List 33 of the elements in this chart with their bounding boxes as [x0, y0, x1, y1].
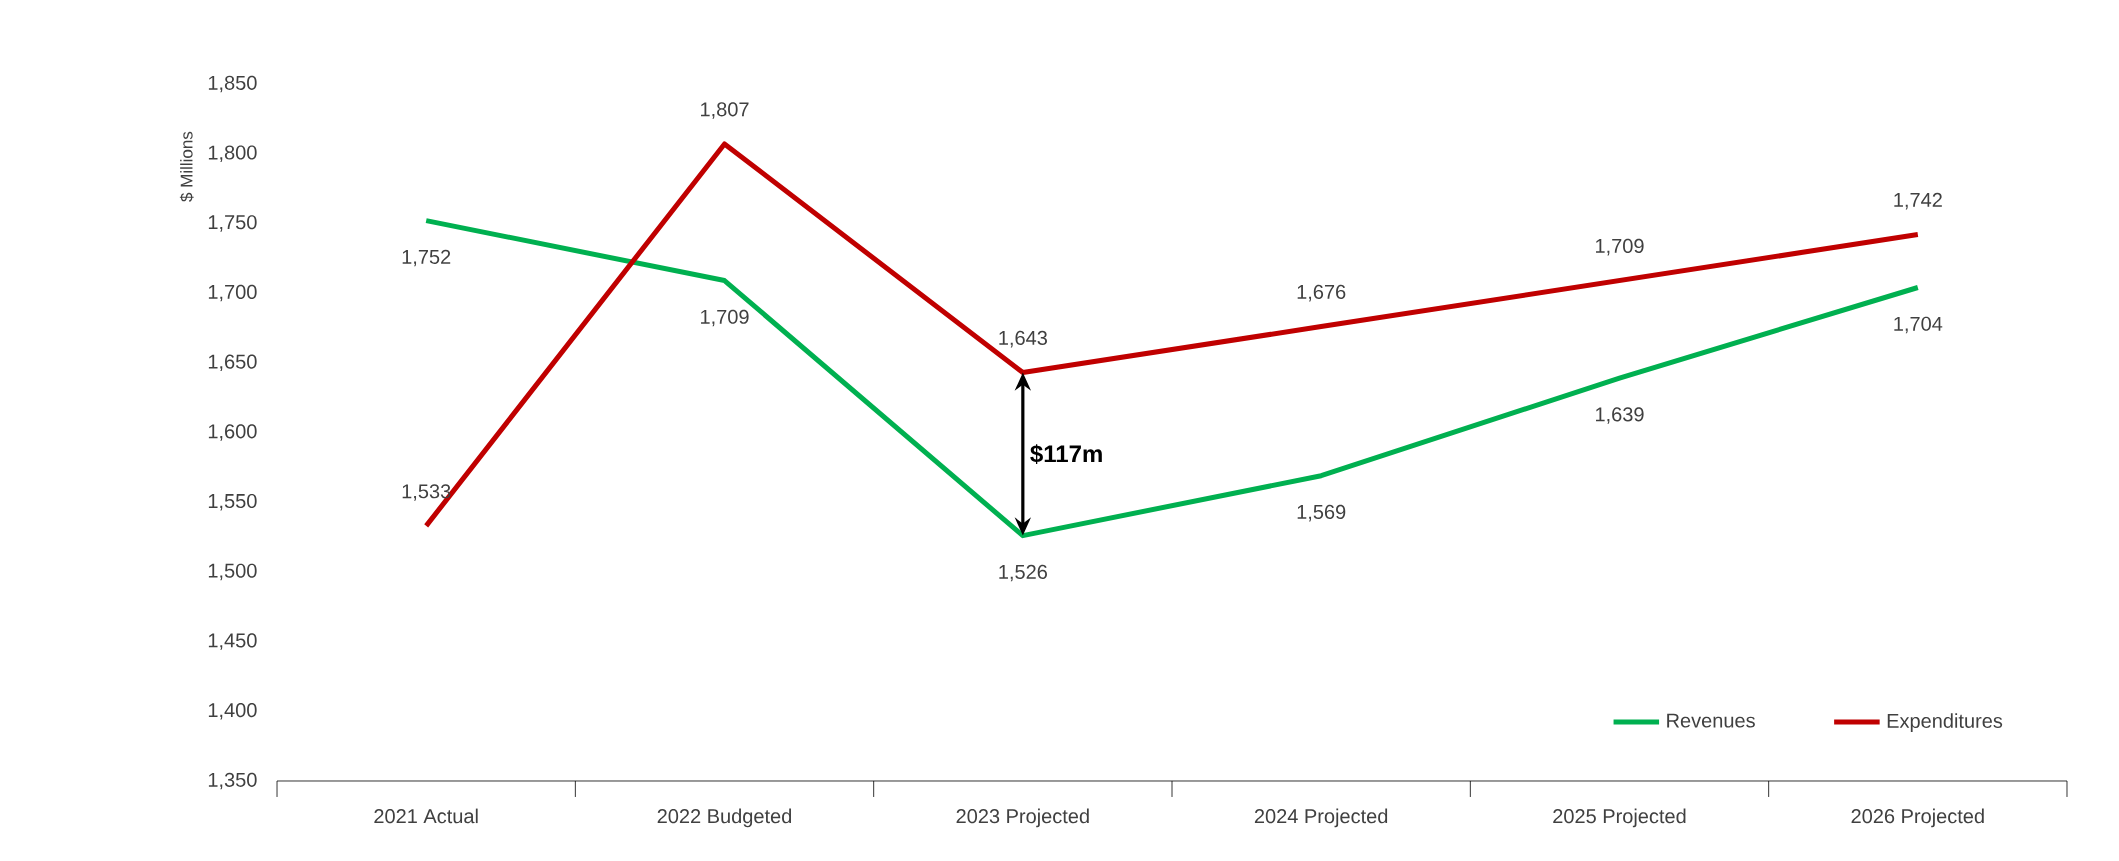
data-label: 1,526 [999, 564, 1047, 582]
data-label: 1,643 [999, 330, 1047, 348]
y-axis-title: $ Millions [179, 131, 194, 202]
x-tick-label: 2023 Projected [956, 808, 1089, 828]
data-label: 1,742 [1894, 192, 1942, 210]
data-label: 1,639 [1596, 407, 1644, 424]
y-tick-label: 1,450 [208, 633, 257, 650]
x-tick-label: 2021 Actual [374, 808, 478, 824]
y-tick-label: 1,800 [208, 145, 257, 162]
data-label: 1,676 [1297, 284, 1346, 302]
y-tick-label: 1,700 [208, 284, 257, 302]
data-label: 1,704 [1894, 316, 1943, 334]
data-label: 1,807 [701, 102, 749, 119]
y-tick-label: 1,400 [208, 703, 257, 720]
x-tick-label: 2024 Projected [1254, 808, 1388, 828]
y-tick-label: 1,600 [208, 424, 257, 441]
data-label: 1,533 [402, 484, 451, 501]
x-tick-label: 2025 Projected [1553, 808, 1686, 828]
legend-label: Expenditures [1887, 713, 2003, 732]
data-label: 1,709 [1596, 238, 1644, 256]
y-tick-label: 1,500 [208, 563, 257, 581]
x-tick-label: 2026 Projected [1851, 808, 1984, 828]
annotation: $117m [1030, 444, 1102, 464]
x-tick-label: 2022 Budgeted [657, 808, 792, 828]
y-tick-label: 1,350 [208, 772, 257, 790]
y-tick-label: 1,750 [208, 215, 257, 232]
legend-label: Revenues [1667, 713, 1755, 728]
data-label: 1,709 [701, 309, 749, 327]
data-label: 1,752 [402, 249, 451, 267]
y-tick-label: 1,850 [208, 75, 257, 93]
y-tick-label: 1,550 [208, 493, 257, 511]
data-label: 1,569 [1297, 504, 1346, 522]
y-tick-label: 1,650 [208, 354, 257, 372]
